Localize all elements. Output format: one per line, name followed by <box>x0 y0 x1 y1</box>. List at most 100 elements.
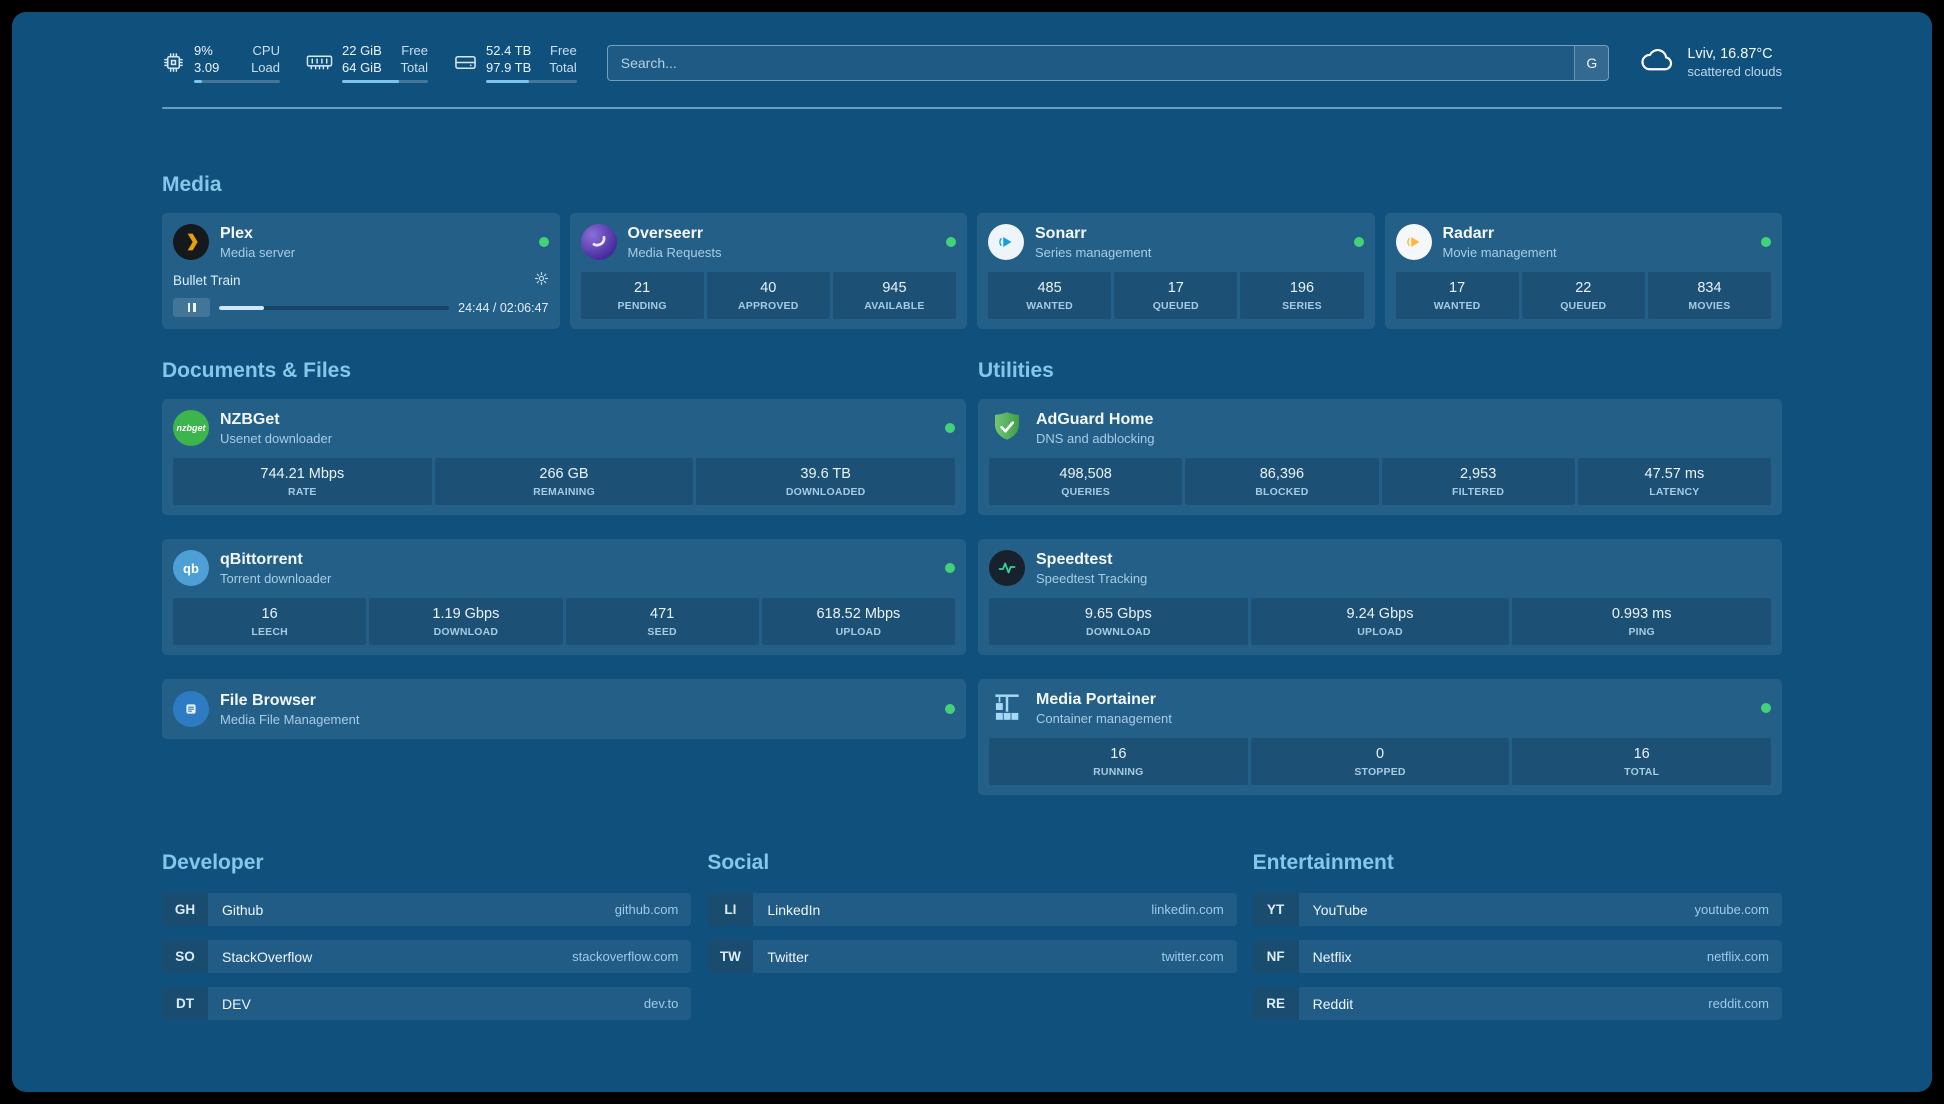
bookmarks: Developer GH Github github.com SO StackO… <box>162 851 1782 1021</box>
bookmarks-developer: Developer GH Github github.com SO StackO… <box>162 851 692 1021</box>
service-card-speedtest[interactable]: Speedtest Speedtest Tracking 9.65 Gbps D… <box>978 539 1782 656</box>
service-name: AdGuard Home <box>1036 410 1154 428</box>
service-card-overseerr[interactable]: Overseerr Media Requests 21 PENDING 40 A… <box>569 213 967 330</box>
service-card-adguard[interactable]: AdGuard Home DNS and adblocking 498,508 … <box>978 399 1782 516</box>
stat-available: 945 AVAILABLE <box>832 272 957 320</box>
bookmark-dev[interactable]: DT DEV dev.to <box>162 987 692 1021</box>
search-input[interactable] <box>607 45 1575 80</box>
stat-wanted: 485 WANTED <box>988 272 1112 320</box>
cpu-label: CPU <box>252 43 280 58</box>
sonarr-icon <box>988 224 1024 261</box>
media-grid: Plex Media server Bullet Train 24:44 / 0… <box>162 213 1782 330</box>
radarr-icon <box>1395 224 1432 261</box>
cpu-load-label: Load <box>251 60 280 76</box>
memory-usage-bar <box>342 80 428 84</box>
memory-free-value: 22 GiB <box>342 43 382 58</box>
filebrowser-icon <box>173 691 209 728</box>
stat-seed: 471 SEED <box>565 598 759 646</box>
service-subtitle: Movie management <box>1442 245 1557 260</box>
content: 9% CPU 3.09 Load 22 GiB <box>12 12 1932 1021</box>
bookmark-twitter[interactable]: TW Twitter twitter.com <box>707 940 1237 974</box>
section-heading-entertainment: Entertainment <box>1252 851 1394 875</box>
dashboard: 9% CPU 3.09 Load 22 GiB <box>12 12 1932 1092</box>
status-dot <box>945 563 955 574</box>
stat-remaining: 266 GB REMAINING <box>434 458 694 506</box>
cpu-icon <box>162 51 185 74</box>
qbittorrent-icon: qb <box>173 550 209 587</box>
speedtest-icon <box>989 550 1025 587</box>
memory-icon <box>306 52 333 73</box>
stat-approved: 40 APPROVED <box>706 272 830 320</box>
bookmark-youtube[interactable]: YT YouTube youtube.com <box>1252 893 1782 927</box>
stat-ping: 0.993 ms PING <box>1512 598 1772 646</box>
service-card-nzbget[interactable]: nzbget NZBGet Usenet downloader 744.21 M… <box>162 399 966 516</box>
plex-icon <box>173 224 209 261</box>
stat-download: 1.19 Gbps DOWNLOAD <box>369 598 563 646</box>
cpu-value: 9% <box>194 43 213 58</box>
bookmarks-entertainment: Entertainment YT YouTube youtube.com NF … <box>1252 851 1782 1021</box>
service-subtitle: Speedtest Tracking <box>1036 571 1148 586</box>
service-name: File Browser <box>220 691 317 709</box>
stat-latency: 47.57 ms LATENCY <box>1577 458 1771 506</box>
topbar: 9% CPU 3.09 Load 22 GiB <box>162 42 1782 84</box>
bookmark-reddit[interactable]: RE Reddit reddit.com <box>1252 987 1782 1021</box>
service-card-portainer[interactable]: Media Portainer Container management 16 … <box>978 679 1782 796</box>
service-card-radarr[interactable]: Radarr Movie management 17 WANTED 22 QUE… <box>1384 213 1782 330</box>
adguard-shield-icon <box>989 410 1025 446</box>
service-name: Media Portainer <box>1036 690 1157 708</box>
stat-total: 16 TOTAL <box>1512 738 1772 786</box>
gear-icon[interactable] <box>534 271 549 289</box>
status-dot <box>1761 237 1771 248</box>
service-subtitle: Torrent downloader <box>220 571 332 586</box>
service-name: Plex <box>220 224 253 242</box>
stat-upload: 618.52 Mbps UPLOAD <box>761 598 955 646</box>
service-name: Radarr <box>1442 224 1495 242</box>
service-subtitle: Media server <box>220 245 296 260</box>
portainer-crane-icon <box>989 690 1025 726</box>
stat-wanted: 17 WANTED <box>1395 272 1519 320</box>
stat-queries: 498,508 QUERIES <box>989 458 1183 506</box>
disk-icon <box>454 52 477 73</box>
service-name: Speedtest <box>1036 550 1113 568</box>
stat-download: 9.65 Gbps DOWNLOAD <box>989 598 1248 646</box>
documents-column: Documents & Files nzbget NZBGet Usenet d… <box>162 359 966 740</box>
stat-movies: 834 MOVIES <box>1647 272 1772 320</box>
pause-button[interactable] <box>173 298 210 318</box>
bookmark-stackoverflow[interactable]: SO StackOverflow stackoverflow.com <box>162 940 692 974</box>
service-card-plex[interactable]: Plex Media server Bullet Train 24:44 / 0… <box>162 213 560 330</box>
service-card-qbittorrent[interactable]: qb qBittorrent Torrent downloader 16 LEE… <box>162 539 966 656</box>
service-name: NZBGet <box>220 410 280 428</box>
resource-widgets: 9% CPU 3.09 Load 22 GiB <box>162 42 577 84</box>
status-dot <box>946 237 956 248</box>
stat-upload: 9.24 Gbps UPLOAD <box>1250 598 1510 646</box>
bookmark-linkedin[interactable]: LI LinkedIn linkedin.com <box>707 893 1237 927</box>
bookmark-github[interactable]: GH Github github.com <box>162 893 692 927</box>
disk-usage-bar <box>486 80 577 84</box>
search-provider-button[interactable]: G <box>1574 45 1609 80</box>
disk-free-value: 52.4 TB <box>486 43 532 58</box>
service-card-sonarr[interactable]: Sonarr Series management 485 WANTED 17 Q… <box>977 213 1375 330</box>
nzbget-icon: nzbget <box>173 410 209 447</box>
stat-running: 16 RUNNING <box>989 738 1248 786</box>
service-name: Sonarr <box>1035 224 1087 242</box>
service-subtitle: Media Requests <box>627 245 722 260</box>
bookmark-netflix[interactable]: NF Netflix netflix.com <box>1252 940 1782 974</box>
service-name: Overseerr <box>627 224 704 242</box>
section-heading-media: Media <box>162 173 222 197</box>
stat-stopped: 0 STOPPED <box>1250 738 1510 786</box>
playback-progress-bar[interactable] <box>219 305 450 310</box>
stat-filtered: 2,953 FILTERED <box>1381 458 1575 506</box>
topbar-divider <box>162 107 1782 110</box>
stat-rate: 744.21 Mbps RATE <box>173 458 432 506</box>
now-playing-title: Bullet Train <box>173 272 241 288</box>
service-card-filebrowser[interactable]: File Browser Media File Management <box>162 679 966 740</box>
memory-free-label: Free <box>401 43 428 58</box>
disk-total-label: Total <box>549 60 577 76</box>
bookmarks-social: Social LI LinkedIn linkedin.com TW Twitt… <box>707 851 1237 974</box>
stat-series: 196 SERIES <box>1240 272 1364 320</box>
cloud-icon <box>1639 47 1676 79</box>
section-heading-social: Social <box>707 851 770 875</box>
search-bar: G <box>606 44 1610 81</box>
service-subtitle: Container management <box>1036 711 1172 726</box>
weather-widget[interactable]: Lviv, 16.87°C scattered clouds <box>1639 46 1782 79</box>
